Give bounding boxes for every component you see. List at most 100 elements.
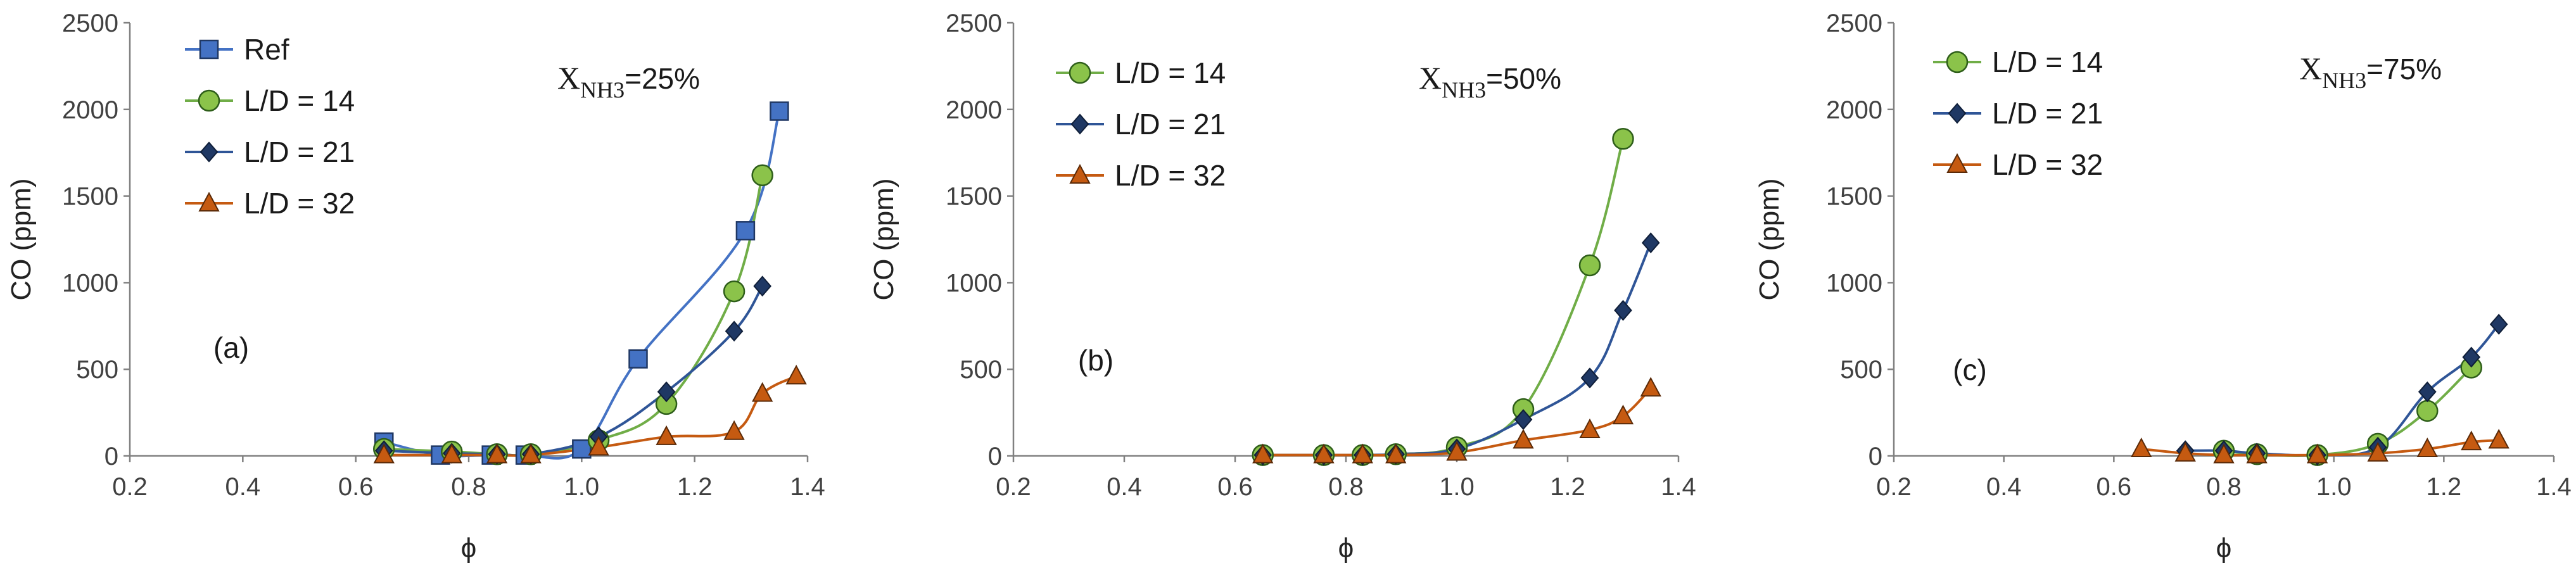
series-markers-L/D = 14 [373,164,773,465]
panel-label: (b) [1078,344,1114,377]
data-point-square [770,101,789,121]
x-tick-label: 1.4 [790,473,825,501]
series-markers-L/D = 14 [1252,128,1634,466]
x-tick-label: 1.0 [2316,473,2352,501]
data-point-triangle [2488,429,2509,449]
series-markers-L/D = 32 [373,365,807,464]
data-point-diamond [2462,346,2481,368]
legend-label: L/D = 14 [244,84,355,117]
data-point-triangle [373,443,395,464]
x-tick-label: 0.6 [338,473,374,501]
data-point-diamond [2489,313,2508,335]
data-point-triangle [2461,430,2482,451]
legend: L/D = 14 L/D = 21 L/D = 32 [1933,46,2103,181]
data-point-diamond [1641,232,1660,253]
legend-marker-circle [1069,61,1091,84]
x-tick-label: 1.0 [564,473,600,501]
data-point-circle [1578,254,1601,277]
data-point-triangle [2213,443,2235,464]
panel-label: (a) [213,331,249,364]
data-point-diamond [753,275,771,297]
x-tick-label: 1.4 [2536,473,2572,501]
annotation-subscript: NH3 [580,77,625,103]
legend-label: L/D = 32 [244,187,355,220]
data-point-triangle [2246,443,2268,464]
data-point-triangle [2367,441,2389,462]
series-line-L/D = 21 [2185,323,2500,457]
data-point-circle [723,280,746,303]
data-point-triangle [785,365,807,385]
x-tick-label: 0.2 [1876,473,1912,501]
data-point-triangle [2174,441,2196,462]
data-point-triangle [441,443,462,464]
annotation-value: =75% [2366,53,2442,85]
data-point-triangle [1252,443,1274,464]
data-point-diamond [1614,300,1632,321]
y-tick-label: 2500 [62,9,118,37]
chart-panel-1: 0 500 1000 1500 2000 2500 0.2 0.4 0.6 0.8 1.0 1.2 1.… [6,9,825,564]
y-tick-label: 1000 [62,269,118,297]
data-point-square [735,221,756,241]
series-line-L/D = 21 [384,285,764,457]
x-tick-label: 0.2 [996,473,1031,501]
x-tick-label: 0.4 [225,473,261,501]
y-axis-label: CO (ppm) [1754,178,1785,300]
x-axis-label: ϕ [2216,533,2232,564]
legend-marker-circle [1946,51,1969,73]
data-point-triangle [1612,404,1634,425]
legend-label: L/D = 14 [1992,46,2103,79]
legend-marker-triangle [1946,153,1968,173]
panel-label: (c) [1953,353,1987,386]
x-tick-label: 0.4 [1986,473,2022,501]
y-tick-label: 1500 [1826,183,1882,211]
x-tick-label: 0.4 [1107,473,1142,501]
annotation-value: =25% [625,62,700,95]
y-tick-label: 2500 [946,9,1002,37]
data-point-circle [751,164,773,187]
data-point-triangle [588,436,609,456]
data-point-triangle [656,425,677,445]
data-point-triangle [1385,443,1407,464]
legend-label: L/D = 14 [1115,56,1226,89]
legend-marker-diamond [1070,113,1089,135]
series-markers-Ref [374,101,789,465]
legend-label: L/D = 21 [244,136,355,168]
data-point-triangle [751,382,773,402]
x-tick-label: 0.8 [451,473,486,501]
data-point-triangle [723,420,745,440]
annotation-xnh3: XNH3=50% [1419,60,1561,103]
x-tick-label: 0.8 [2206,473,2242,501]
x-axis-label: ϕ [461,533,477,564]
annotation-symbol: X [1419,60,1442,96]
data-point-diamond [1580,367,1599,389]
legend-marker-diamond [200,141,219,163]
data-point-diamond [657,381,676,403]
annotation-xnh3: XNH3=75% [2299,51,2442,93]
annotation-subscript: NH3 [2322,68,2366,93]
data-point-square [572,439,592,459]
y-tick-label: 0 [105,443,118,470]
data-point-circle [1612,128,1634,150]
y-tick-label: 2000 [946,96,1002,124]
x-tick-label: 1.2 [2427,473,2462,501]
legend-label: L/D = 21 [1992,97,2103,130]
series-markers-L/D = 32 [1252,377,1661,464]
y-tick-label: 0 [988,443,1002,470]
data-point-triangle [2416,437,2438,458]
data-point-triangle [1513,429,1534,449]
x-tick-label: 0.8 [1328,473,1364,501]
series-line-L/D = 14 [1262,138,1625,457]
y-tick-label: 1000 [1826,269,1882,297]
data-point-triangle [2131,437,2152,458]
y-axis-label: CO (ppm) [6,178,37,300]
y-axis-label: CO (ppm) [868,178,899,300]
x-axis-label: ϕ [1338,533,1354,564]
x-tick-label: 1.2 [1550,473,1585,501]
data-point-triangle [1640,377,1661,397]
data-point-triangle [2306,443,2328,464]
data-point-diamond [2418,381,2437,403]
y-tick-label: 500 [76,356,118,384]
y-tick-label: 1000 [946,269,1002,297]
data-point-circle [2416,400,2439,422]
